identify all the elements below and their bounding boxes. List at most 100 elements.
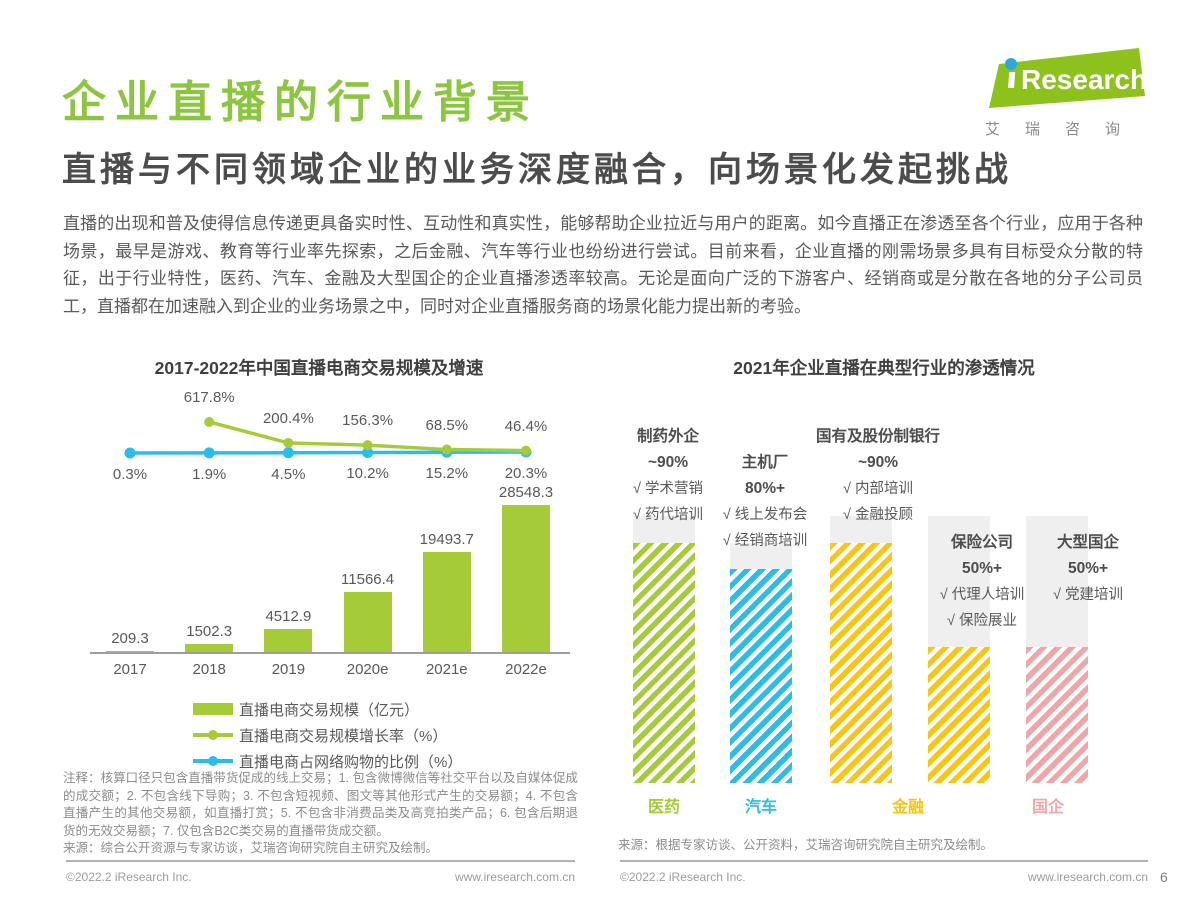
page-number: 6 [1160,869,1168,885]
annotation-percent: 80%+ [744,480,786,497]
penetration-bar-主机厂 [730,569,792,783]
annotation-大型国企: 大型国企 50%+ √ 党建培训 [1008,530,1168,608]
website-right: www.iresearch.com.cn [1027,870,1148,884]
bar-value-label: 1502.3 [186,623,233,641]
data-point [362,440,373,451]
data-point [204,416,215,427]
growth-rate-label: 68.5% [425,416,469,434]
annotation-主机厂: 主机厂 80%+ √ 线上发布会 √ 经销商培训 [685,450,845,554]
data-point [441,444,452,455]
footer-right: ©2022.2 iResearch Inc. www.iresearch.com… [620,860,1148,884]
annotation-check-item: √ 金融投顾 [843,507,913,523]
x-axis-label: 2020e [346,661,389,678]
annotation-percent: 50%+ [1067,560,1109,577]
data-point [282,447,294,459]
left-source-text: 来源：综合公开资源与专家访谈，艾瑞咨询研究院自主研究及绘制。 [63,841,439,855]
bar-value-label: 4512.9 [265,607,312,625]
annotation-check-item: √ 学术营销 [633,481,703,497]
data-point [124,447,136,459]
growth-rate-label: 200.4% [262,409,314,427]
annotation-segment-name: 大型国企 [1056,534,1119,551]
share-label: 20.3% [504,464,548,482]
data-point [362,446,374,458]
notes-text: 注释：核算口径只包含直播带货促成的线上交易；1. 包含微博微信等社交平台以及自媒… [63,771,578,838]
chart-legend: 直播电商交易规模（亿元） 直播电商交易规模增长率（%） 直播电商占网络购物的比例… [193,696,462,774]
penetration-bar-制药外企 [633,542,695,783]
annotation-check-item: √ 代理人培训 [939,587,1025,603]
x-axis-label: 2017 [113,661,147,678]
x-axis-label: 2022e [505,661,547,678]
copyright-right: ©2022.2 iResearch Inc. [620,870,746,884]
legend-item-scale: 直播电商交易规模（亿元） [193,696,462,722]
legend-item-share: 直播电商占网络购物的比例（%） [193,748,462,774]
legend-blue-line-swatch [193,756,233,766]
share-label: 0.3% [112,465,148,483]
share-label: 10.2% [346,465,389,483]
penetration-bar-大型国企 [1026,646,1088,783]
industry-label-医药: 医药 [647,799,680,816]
bar-2020e [343,592,392,652]
annotation-segment-name: 国有及股份制银行 [815,428,940,445]
penetration-bar-保险公司 [928,646,990,783]
growth-rate-label: 156.3% [342,412,394,430]
annotation-segment-name: 保险公司 [950,534,1013,551]
iresearch-logo-mark: Research [989,48,1147,108]
bar-value-label: 11566.4 [341,571,395,589]
footer-left: ©2022.2 iResearch Inc. www.iresearch.com… [66,860,575,884]
growth-rate-label: 617.8% [183,388,235,406]
iresearch-logo-text: Research [1021,64,1147,95]
penetration-bar-国有及股份制银行 [830,542,892,783]
line-share [129,450,527,455]
industry-label-汽车: 汽车 [744,799,777,816]
website-left: www.iresearch.com.cn [454,870,575,884]
x-axis-line [90,652,570,654]
growth-rate-label: 46.4% [504,417,548,435]
annotation-percent: ~90% [647,454,689,471]
bar-2017 [106,650,154,652]
chart-notes: 注释：核算口径只包含直播带货促成的线上交易；1. 包含微博微信等社交平台以及自媒… [63,770,578,858]
annotation-segment-name: 主机厂 [741,454,789,471]
annotation-check-item: √ 党建培训 [1053,587,1123,603]
annotation-percent: 50%+ [961,560,1003,577]
share-label: 15.2% [425,465,469,483]
page-subtitle: 直播与不同领域企业的业务深度融合，向场景化发起挑战 [62,151,1012,189]
data-point [521,445,531,456]
annotation-check-item: √ 保险展业 [947,613,1017,629]
annotation-国有及股份制银行: 国有及股份制银行 ~90% √ 内部培训 √ 金融投顾 [798,424,958,528]
data-point [203,447,215,459]
data-point [283,437,294,448]
legend-label: 直播电商占网络购物的比例（%） [239,753,463,771]
legend-item-growth: 直播电商交易规模增长率（%） [193,722,462,748]
annotation-check-item: √ 药代培训 [633,507,703,523]
ecommerce-chart-plot: 209.3 1502.3 4512.9 11566.4 19493.7 28548.3 20… [63,350,575,690]
line-series-svg [124,416,532,459]
industry-label-国企: 国企 [1031,799,1064,816]
bar-2022e [502,505,550,652]
intro-paragraph: 直播的出现和普及使得信息传递更具备实时性、互动性和真实性，能够帮助企业拉近与用户… [63,214,1143,316]
annotation-segment-name: 制药外企 [636,428,699,445]
industry-label-金融: 金融 [891,799,924,816]
right-source-text: 来源：根据专家访谈、公开资料，艾瑞咨询研究院自主研究及绘制。 [618,838,994,852]
left-chart-title: 2017-2022年中国直播电商交易规模及增速 [154,358,484,378]
right-chart-title: 2021年企业直播在典型行业的渗透情况 [733,358,1035,378]
bar-2019 [264,628,313,652]
bar-2021e [422,551,471,652]
penetration-chart: 2021年企业直播在典型行业的渗透情况 制药外企 ~90% √ 学术营销 √ 药代培训… [618,350,1178,870]
legend-label: 直播电商交易规模增长率（%） [239,727,448,745]
penetration-chart-plot: 制药外企 ~90% √ 学术营销 √ 药代培训 主机厂 80%+ √ 线上发布会 √ 经销商培… [618,350,1178,830]
bar-value-label: 19493.7 [419,530,474,548]
x-axis-label: 2019 [271,661,306,678]
bar-value-label: 28548.3 [498,484,554,501]
share-label: 1.9% [192,465,227,483]
bar-value-label: 209.3 [111,629,149,647]
annotation-check-item: √ 内部培训 [843,481,913,497]
bar-2018 [185,644,234,652]
x-axis-label: 2018 [192,661,226,678]
annotation-check-item: √ 线上发布会 [722,507,808,523]
annotation-制药外企: 制药外企 ~90% √ 学术营销 √ 药代培训 [588,424,748,528]
page-title: 企业直播的行业背景 [62,78,539,127]
annotation-check-item: √ 经销商培训 [722,533,808,549]
copyright-left: ©2022.2 iResearch Inc. [66,870,192,884]
ecommerce-scale-chart: 2017-2022年中国直播电商交易规模及增速 209.3 1502.3 4512.… [63,350,578,870]
iresearch-logo-chinese: 艾瑞咨询 [985,121,1146,138]
